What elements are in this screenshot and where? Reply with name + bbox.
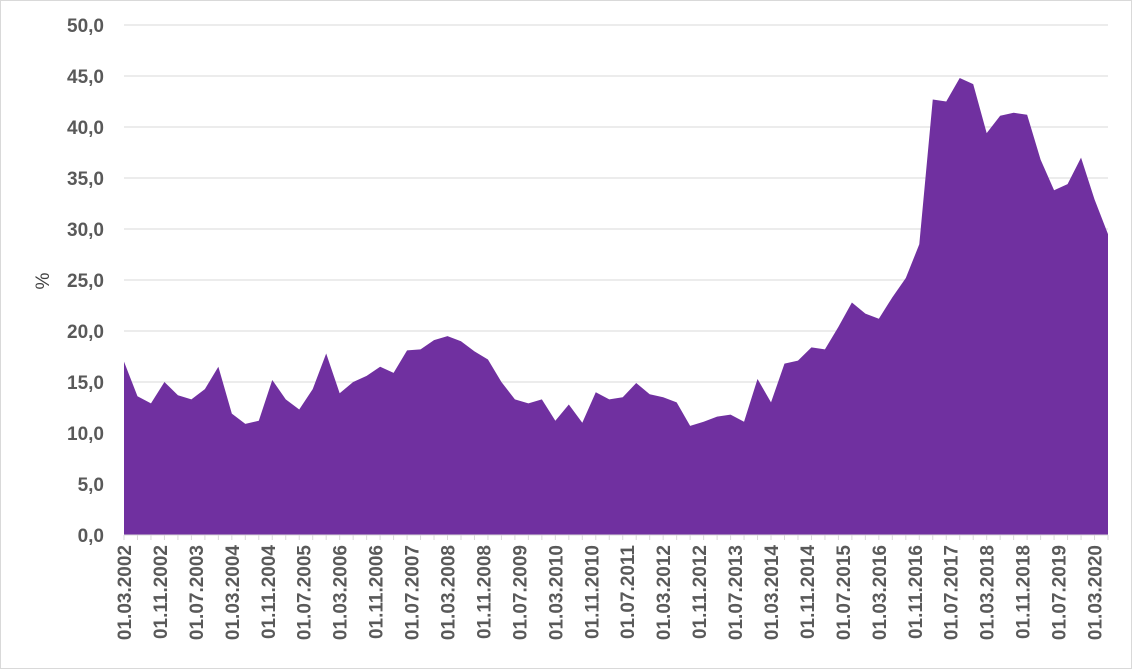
x-tick-label: 01.11.2002 [151,545,172,639]
x-tick-label: 01.07.2011 [618,545,639,639]
x-tick-label: 01.07.2013 [726,545,747,640]
x-tick-label: 01.03.2002 [115,545,136,640]
x-tick-label: 01.03.2008 [439,545,460,640]
x-tick-label: 01.03.2010 [546,545,567,640]
y-tick-label: 10,0 [67,424,104,445]
area-series-fill [124,78,1108,535]
y-tick-label: 45,0 [67,67,104,88]
x-tick-label: 01.11.2004 [259,545,280,639]
x-tick-label: 01.07.2005 [295,545,316,641]
x-tick-label: 01.03.2014 [762,545,783,641]
y-tick-label: 35,0 [67,169,104,190]
axes: 0,0 5,0 10,0 15,0 20,0 25,0 30,0 35,0 40,0 45,0 50… [67,16,1109,641]
x-tick-label: 01.11.2014 [798,545,819,639]
x-tick-label: 01.11.2006 [367,545,388,639]
y-tick-label: 40,0 [67,118,104,139]
y-tick-label: 30,0 [67,220,104,241]
x-tick-label: 01.03.2020 [1086,545,1107,640]
x-tick-label: 01.11.2010 [582,545,603,639]
x-tick-label: 01.07.2003 [187,545,208,640]
x-tick-label: 01.03.2006 [331,545,352,640]
x-tick-label: 01.11.2012 [690,545,711,639]
area-series [124,78,1108,535]
y-tick-label: 20,0 [67,322,104,343]
x-tick-label: 01.07.2015 [834,545,855,641]
x-tick-label: 01.03.2004 [223,545,244,641]
y-tick-label: 5,0 [78,475,104,496]
x-tick-label: 01.07.2017 [942,545,963,640]
y-tick-label: 15,0 [67,373,104,394]
y-tick-label: 0,0 [78,526,104,547]
x-tick-label: 01.11.2008 [474,545,495,639]
x-tick-label: 01.03.2018 [978,545,999,640]
y-tick-label: 50,0 [67,16,104,37]
x-tick-label: 01.11.2018 [1014,545,1035,639]
x-tick-label: 01.07.2009 [510,545,531,640]
x-tick-label: 01.07.2019 [1050,545,1071,640]
x-tick-label: 01.03.2012 [654,545,675,640]
y-tick-label: 25,0 [67,271,104,292]
x-tick-label: 01.11.2016 [906,545,927,639]
y-axis-title: % [33,272,54,289]
x-tick-label: 01.03.2016 [870,545,891,640]
x-tick-label: 01.07.2007 [403,545,424,640]
